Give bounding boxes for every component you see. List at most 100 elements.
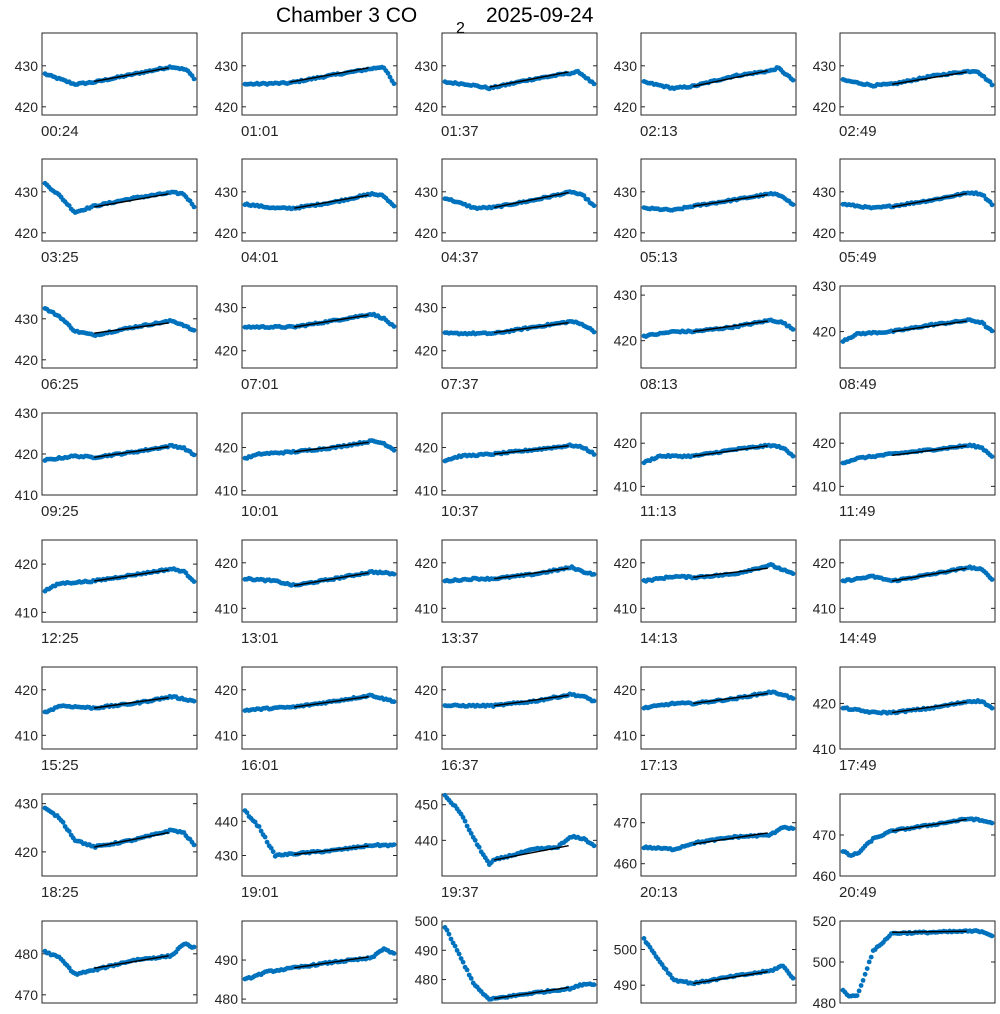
panel-time-label: 08:49 [839,376,877,393]
panel-time-label: 13:37 [441,630,479,647]
data-point [391,81,397,87]
axes-box [41,920,198,1004]
axes-box [241,412,398,496]
subplot-panel: 480 490 500 22:37 [415,913,598,1014]
data-point [191,204,197,210]
y-tick-label: 420 [614,555,638,571]
y-tick-label: 420 [614,682,638,698]
y-tick-label: 430 [215,184,239,200]
fit-line [693,193,768,207]
data-point [854,993,860,998]
y-tick-label: 420 [415,99,439,115]
title-subscript: 2 [456,20,465,37]
panel-time-label: 11:13 [640,503,676,520]
data-point [591,843,597,849]
panel-time-label: 15:25 [41,757,79,774]
axes-box [441,666,598,750]
data-point [651,950,657,956]
panel-time-label: 11:49 [839,503,875,520]
subplot-panel: 420 430 05:13 [614,158,797,266]
axes-box [839,32,996,116]
data-point [663,967,669,972]
data-point [476,844,482,850]
fit-line [892,445,967,456]
subplot-panel: 420 430 01:37 [415,32,598,140]
data-point [484,858,490,864]
y-tick-label: 420 [15,556,39,572]
panel-time-label: 09:25 [41,503,79,520]
y-tick-label: 420 [813,695,837,711]
y-tick-label: 460 [614,856,638,872]
data-point [591,571,597,577]
subplot-panel: 410 420 10:01 [215,412,398,520]
panel-time-label: 01:01 [241,123,279,140]
data-point [66,828,72,834]
data-point [989,328,995,334]
data-point [868,954,874,960]
axes-box [241,793,398,877]
data-point [989,820,995,826]
fit-line [94,193,169,208]
panel-time-label: 04:37 [441,249,479,266]
data-point [790,77,796,83]
axes-box [241,539,398,623]
data-point [860,978,866,983]
panel-grid: 42043000:2442043001:0142043001:374204300… [15,32,996,1014]
panel-time-label: 23:49 [839,1011,877,1014]
fit-line [892,71,967,85]
fit-line [693,567,768,579]
y-tick-label: 420 [15,352,39,368]
panel-time-label: 07:01 [241,376,279,393]
data-point [989,933,995,939]
data-point [262,834,268,840]
y-tick-label: 500 [614,942,638,958]
subplot-panel: 410 420 17:13 [614,666,797,774]
fit-line [892,818,967,832]
data-point [472,837,478,843]
panel-time-label: 22:01 [241,1011,279,1014]
panel-time-label: 08:13 [640,376,678,393]
data-point [460,959,466,965]
axes-box [241,32,398,116]
panel-time-label: 22:37 [441,1011,479,1014]
subplot-panel: 420 430 02:49 [813,32,996,140]
y-tick-label: 420 [614,99,638,115]
panel-time-label: 14:49 [839,630,877,647]
panel-time-label: 07:37 [441,376,479,393]
y-tick-label: 440 [415,832,439,848]
axes-box [41,32,198,116]
fit-line [693,320,768,333]
y-tick-label: 470 [813,827,837,843]
panel-time-label: 10:37 [441,503,479,520]
axes-box [441,793,598,877]
subplot-panel: 420 430 01:01 [215,32,398,140]
subplot-panel: 410 420 16:37 [415,666,598,774]
y-tick-label: 420 [215,555,239,571]
panel-time-label: 13:01 [241,630,279,647]
data-point [790,826,796,831]
data-point [790,571,796,577]
subplot-panel: 420 430 05:49 [813,158,996,266]
subplot-panel: 410 420 14:49 [813,539,996,647]
data-point [391,842,397,847]
data-point [989,202,995,208]
fit-line [494,191,569,209]
subplot-panel: 420 430 08:49 [813,278,996,393]
title-main: Chamber 3 CO [276,4,417,27]
y-tick-label: 430 [15,405,39,421]
subplot-panel: 420 430 07:37 [415,285,598,393]
y-tick-label: 430 [15,796,39,812]
panel-time-label: 06:25 [41,376,79,393]
data-point [387,74,393,80]
fit-line [94,322,169,334]
y-tick-label: 420 [15,225,39,241]
axes-box [839,793,996,877]
y-tick-label: 430 [15,58,39,74]
y-tick-label: 410 [415,727,439,743]
y-tick-label: 430 [15,184,39,200]
data-point [191,842,197,848]
fit-line [294,572,369,587]
axes-box [839,158,996,242]
fit-line [494,321,569,334]
data-point [790,453,796,459]
